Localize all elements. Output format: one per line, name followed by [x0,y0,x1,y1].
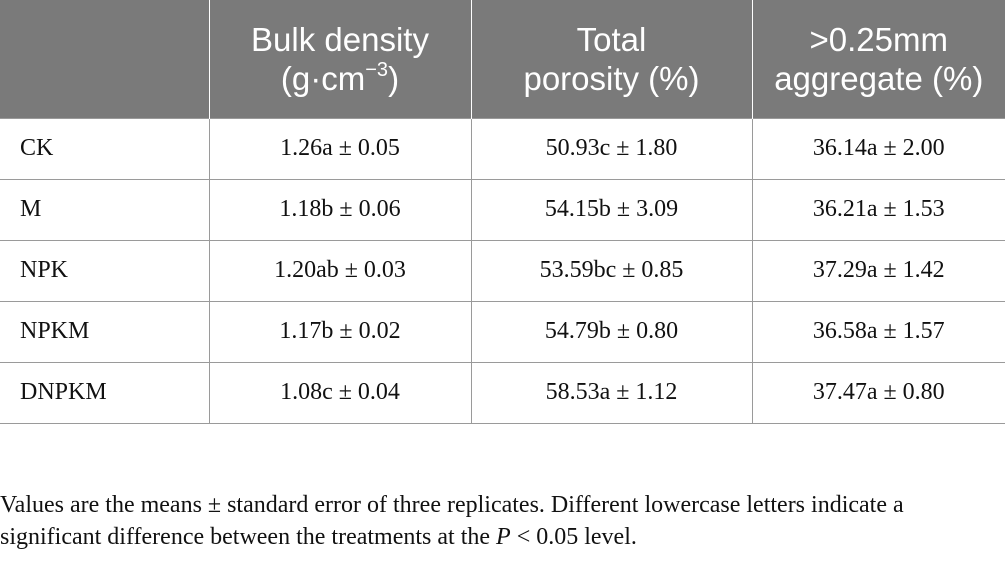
header-bulk-density-line2: (g·cm [280,59,366,97]
cell-total-porosity: 54.15b ± 3.09 [470,178,752,240]
header-aggregate-line1: >0.25mm [809,20,948,58]
table-row: NPKM 1.17b ± 0.02 54.79b ± 0.80 36.58a ±… [0,300,1005,362]
data-table-container: Bulk density (g·cm−3) Total porosity (%)… [0,0,1005,424]
header-bulk-density-line2-end: ) [388,59,400,97]
header-bulk-density-line1: Bulk density [251,20,429,58]
table-header: Bulk density (g·cm−3) Total porosity (%)… [0,0,1005,118]
cell-total-porosity: 58.53a ± 1.12 [470,361,752,424]
cell-aggregate: 37.29a ± 1.42 [751,239,1005,301]
header-aggregate: >0.25mm aggregate (%) [751,0,1005,118]
cell-treatment: DNPKM [0,361,209,424]
cell-bulk-density: 1.18b ± 0.06 [208,178,471,240]
cell-aggregate: 37.47a ± 0.80 [751,361,1005,424]
cell-bulk-density: 1.20ab ± 0.03 [208,239,471,301]
header-total-porosity-line1: Total [576,20,647,58]
soil-properties-table: Bulk density (g·cm−3) Total porosity (%)… [0,0,1005,424]
footnote-p-symbol: P [496,524,511,550]
footnote-text-end: < 0.05 level. [510,524,637,550]
footnote-text: Values are the means ± standard error of… [0,492,904,550]
cell-total-porosity: 54.79b ± 0.80 [470,300,752,362]
header-bulk-density: Bulk density (g·cm−3) [208,0,471,118]
table-row: M 1.18b ± 0.06 54.15b ± 3.09 36.21a ± 1.… [0,178,1005,240]
cell-treatment: NPK [0,239,209,301]
table-row: DNPKM 1.08c ± 0.04 58.53a ± 1.12 37.47a … [0,361,1005,424]
header-total-porosity: Total porosity (%) [470,0,752,118]
cell-bulk-density: 1.17b ± 0.02 [208,300,471,362]
table-body: CK 1.26a ± 0.05 50.93c ± 1.80 36.14a ± 2… [0,117,1005,424]
cell-treatment: M [0,178,209,240]
header-total-porosity-line2: porosity (%) [523,59,700,97]
cell-bulk-density: 1.08c ± 0.04 [208,361,471,424]
header-treatment [0,0,209,118]
header-row: Bulk density (g·cm−3) Total porosity (%)… [0,0,1005,118]
header-aggregate-line2: aggregate (%) [774,59,984,97]
cell-aggregate: 36.21a ± 1.53 [751,178,1005,240]
header-bulk-density-exponent: −3 [365,58,389,81]
cell-treatment: CK [0,117,209,179]
cell-treatment: NPKM [0,300,209,362]
table-row: CK 1.26a ± 0.05 50.93c ± 1.80 36.14a ± 2… [0,117,1005,179]
cell-aggregate: 36.14a ± 2.00 [751,117,1005,179]
table-row: NPK 1.20ab ± 0.03 53.59bc ± 0.85 37.29a … [0,239,1005,301]
cell-bulk-density: 1.26a ± 0.05 [208,117,471,179]
table-footnote: Values are the means ± standard error of… [0,489,1005,553]
cell-total-porosity: 50.93c ± 1.80 [470,117,752,179]
cell-total-porosity: 53.59bc ± 0.85 [470,239,752,301]
cell-aggregate: 36.58a ± 1.57 [751,300,1005,362]
